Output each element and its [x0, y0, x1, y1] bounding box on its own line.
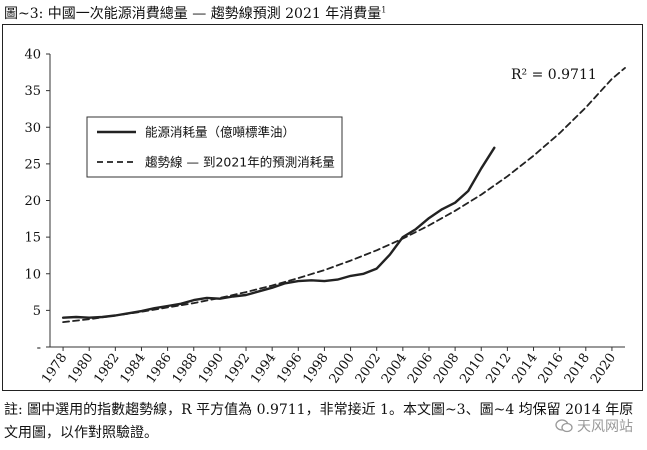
legend-label: 趨勢線 — 到2021年的預測消耗量	[145, 155, 335, 170]
chat-bubble-icon	[555, 419, 573, 433]
chart-title-text: 圖~3: 中國一次能源消費總量 — 趨勢線預測 2021 年消費量	[4, 6, 382, 22]
line-chart: - 5 10 15 20 25 30 35 40 197819801982198419861988…	[24, 48, 626, 387]
x-tick-label: 1994	[248, 351, 279, 387]
r-squared-annotation: R² = 0.9711	[511, 67, 597, 83]
x-tick-label: 1980	[65, 351, 96, 387]
x-tick-label: 1996	[274, 351, 305, 387]
x-tick-label: 2008	[431, 351, 462, 387]
x-tick-label: 1988	[170, 351, 201, 387]
x-tick-label: 2000	[327, 351, 358, 387]
legend-label: 能源消耗量（億噸標準油）	[145, 125, 295, 140]
x-tick-label: 2002	[353, 351, 384, 387]
x-tick-label: 1982	[91, 351, 122, 387]
y-tick-label: 25	[24, 157, 41, 172]
y-tick-label: 40	[24, 48, 41, 63]
x-tick-label: 1986	[144, 351, 175, 387]
legend-box	[86, 116, 343, 178]
chart-frame: - 5 10 15 20 25 30 35 40 1978 1980 1982 1984 1986 1988…	[2, 24, 643, 391]
x-tick-label: 2006	[405, 351, 436, 387]
x-tick-label: 1990	[196, 351, 227, 387]
y-tick-label: 35	[24, 84, 41, 99]
x-tick-label: 2020	[588, 351, 619, 387]
x-tick-label: 1978	[39, 351, 70, 387]
chart-title: 圖~3: 中國一次能源消費總量 — 趨勢線預測 2021 年消費量1	[4, 3, 386, 23]
y-tick-label: 5	[33, 304, 41, 319]
x-tick-label: 2010	[457, 351, 488, 387]
x-tick-label: 2016	[536, 351, 567, 387]
watermark: 天风网站	[555, 416, 633, 436]
x-tick-label: 2004	[379, 351, 410, 387]
footnote-text: 註: 圖中選用的指數趨勢線，R 平方值為 0.9711，非常接近 1。本文圖~3…	[4, 402, 634, 441]
y-tick-label: 15	[24, 231, 41, 246]
x-tick-label: 1998	[300, 351, 331, 387]
x-tick-label: 2012	[483, 351, 514, 387]
x-tick-label: 1984	[117, 351, 148, 387]
trend-line-series	[62, 67, 626, 324]
y-tick-label: 30	[24, 121, 41, 136]
y-tick-label: 20	[24, 194, 41, 209]
title-footnote-mark: 1	[381, 5, 387, 15]
watermark-text: 天风网站	[577, 419, 633, 435]
x-tick-label: 1992	[222, 351, 253, 387]
x-tick-label: 2014	[510, 351, 541, 387]
y-tick-label: 10	[24, 267, 41, 282]
y-tick-label: -	[37, 341, 41, 356]
x-tick-label: 2018	[562, 351, 593, 387]
